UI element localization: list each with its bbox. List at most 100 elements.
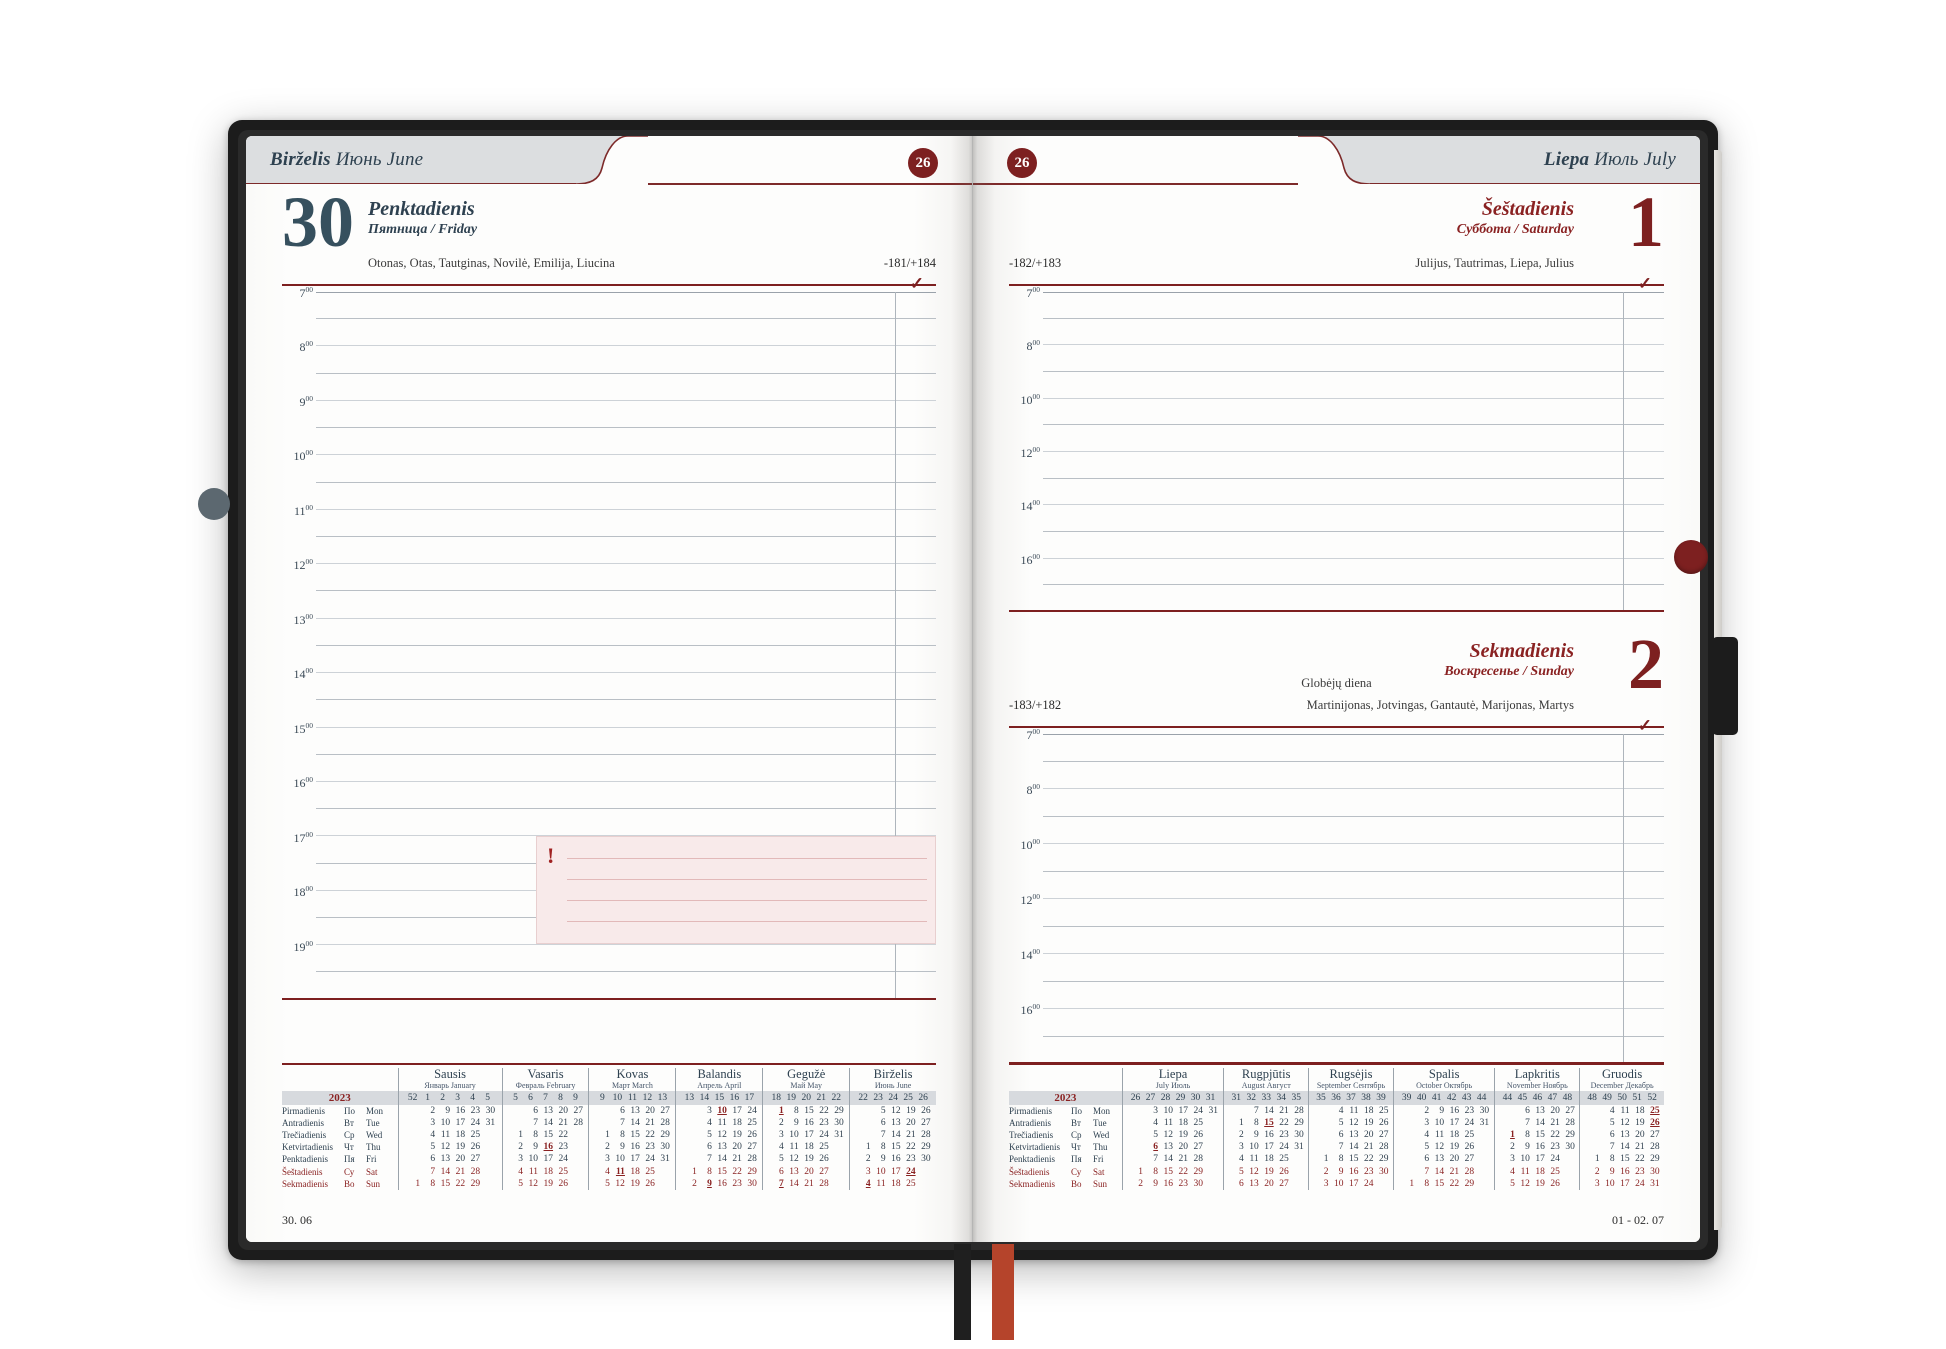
note-line[interactable] (567, 921, 927, 922)
minical-days-Rugpjūtis: 6 13 20 27 (1223, 1177, 1309, 1190)
sunday-schedule-rows[interactable]: ✓ (1043, 716, 1664, 1065)
hour-label-10: 1000 (1020, 837, 1041, 852)
schedule-line[interactable] (316, 510, 936, 538)
minical-weekday-label: Trečiadienis Ср Wed (282, 1129, 383, 1140)
left-page-footer: 30. 06 (282, 1213, 312, 1227)
schedule-line[interactable] (1043, 844, 1664, 872)
schedule-line[interactable] (316, 809, 936, 837)
saturday-check-icon: ✓ (1637, 274, 1652, 293)
left-day-name-lt: Penktadienis (368, 198, 475, 220)
minical-days-Rugsėjis: 4 11 18 25 (1308, 1104, 1394, 1117)
minical-days-Gruodis: 6 13 20 27 (1579, 1128, 1664, 1142)
schedule-line[interactable] (316, 945, 936, 973)
schedule-line[interactable] (1043, 505, 1664, 532)
closure-button[interactable] (1674, 540, 1708, 574)
schedule-line[interactable] (316, 646, 936, 674)
schedule-line[interactable] (1043, 817, 1664, 845)
schedule-line[interactable] (316, 591, 936, 619)
schedule-line[interactable] (316, 537, 936, 565)
schedule-line[interactable] (1043, 789, 1664, 817)
hour-label-10: 1000 (293, 448, 314, 464)
sunday-check-column[interactable]: ✓ (1624, 716, 1664, 1064)
minical-days-Birželis: 6 13 20 27 (849, 1116, 936, 1129)
schedule-line[interactable] (316, 972, 936, 1000)
minical-days-Gegužė: 3 10 17 24 31 (762, 1128, 850, 1142)
schedule-line[interactable] (1043, 345, 1664, 372)
schedule-line[interactable] (316, 374, 936, 402)
minical-weekday-label: Trečiadienis Ср Wed (1009, 1129, 1110, 1140)
schedule-line[interactable] (1043, 479, 1664, 506)
schedule-line[interactable] (1043, 372, 1664, 399)
minical-corner (282, 1068, 398, 1091)
minical-day-row: Pirmadienis По Mon 2 9 16 23 30 6 13 20 27 6 13 20 27 3 1… (282, 1104, 936, 1117)
saturday-schedule-rows[interactable]: ✓ (1043, 274, 1664, 612)
schedule-line[interactable] (316, 700, 936, 728)
minical-days-Balandis: 6 13 20 27 (675, 1141, 763, 1154)
minical-month-row: Sausis Январь January Vasaris Февраль Febru… (282, 1067, 936, 1091)
saturday-hour-column: 700 800 1000 1200 1400 1600 (1009, 285, 1043, 612)
left-check-column[interactable]: ✓ (896, 274, 936, 1000)
schedule-line[interactable] (1043, 954, 1664, 982)
left-tab-curve (576, 136, 648, 184)
schedule-line[interactable] (316, 428, 936, 456)
saturday-day-number: 1 (1628, 182, 1664, 262)
schedule-line[interactable] (1043, 425, 1664, 452)
schedule-line[interactable] (1043, 1009, 1664, 1037)
schedule-line[interactable] (1043, 559, 1664, 586)
minical-days-Lapkritis: 6 13 20 27 (1494, 1104, 1580, 1117)
saturday-schedule[interactable]: 700 800 1000 1200 1400 1600 ✓ (1009, 274, 1664, 612)
minical-days-Rugpjūtis: 3 10 17 24 31 (1223, 1141, 1309, 1154)
schedule-line[interactable] (316, 755, 936, 783)
minical-days-Spalis: 2 9 16 23 30 (1392, 1104, 1495, 1117)
sunday-check-icon: ✓ (1637, 716, 1652, 735)
schedule-line[interactable] (1043, 292, 1664, 319)
note-line[interactable] (567, 858, 927, 859)
schedule-line[interactable] (316, 918, 936, 946)
minical-days-Birželis: 3 10 17 24 (849, 1165, 936, 1178)
schedule-line[interactable] (316, 782, 936, 810)
right-tab-curve (1298, 136, 1370, 184)
saturday-check-column[interactable]: ✓ (1624, 274, 1664, 612)
minical-weeknums: 26 27 28 29 30 31 (1121, 1090, 1224, 1105)
schedule-line[interactable] (1043, 1037, 1664, 1065)
minical-days-Sausis: 5 12 19 26 (397, 1141, 503, 1154)
left-note-box[interactable]: ! (536, 836, 936, 944)
minical-year: 2023 (282, 1090, 399, 1105)
schedule-line[interactable] (316, 292, 936, 320)
schedule-line[interactable] (1043, 532, 1664, 559)
schedule-line[interactable] (316, 455, 936, 483)
hour-label-15: 1500 (293, 720, 314, 736)
schedule-line[interactable] (316, 346, 936, 374)
schedule-line[interactable] (316, 483, 936, 510)
schedule-line[interactable] (316, 728, 936, 755)
schedule-line[interactable] (1043, 734, 1664, 762)
minical-weeknums: 52 1 2 3 4 5 (397, 1090, 503, 1105)
note-line[interactable] (567, 879, 927, 880)
schedule-line[interactable] (1043, 899, 1664, 927)
left-check-icon: ✓ (909, 274, 924, 293)
minical-weekday-label: Ketvirtadienis Чт Thu (282, 1142, 381, 1153)
schedule-line[interactable] (1043, 982, 1664, 1010)
schedule-line[interactable] (1043, 399, 1664, 426)
schedule-line[interactable] (1043, 319, 1664, 346)
minical-weeknums: 22 23 24 25 26 (849, 1090, 936, 1105)
schedule-line[interactable] (1043, 927, 1664, 955)
schedule-line[interactable] (1043, 585, 1664, 612)
schedule-line[interactable] (1043, 452, 1664, 479)
minical-day-row: Antradienis Вт Tue 3 10 17 24 31 7 14 21 28 7 14 21 28 4… (282, 1116, 936, 1129)
left-day-rule (282, 284, 936, 286)
schedule-line[interactable] (316, 619, 936, 647)
left-header-rule (648, 183, 972, 185)
schedule-line[interactable] (316, 564, 936, 592)
minical-month-Vasaris: Vasaris Февраль February (501, 1067, 589, 1091)
schedule-line[interactable] (1043, 762, 1664, 790)
minical-days-Spalis: 1 8 15 22 29 (1392, 1177, 1495, 1190)
note-line[interactable] (567, 900, 927, 901)
schedule-line[interactable] (1043, 872, 1664, 900)
schedule-line[interactable] (316, 319, 936, 347)
right-header-rule (973, 183, 1298, 185)
schedule-line[interactable] (316, 401, 936, 429)
schedule-line[interactable] (316, 673, 936, 701)
minical-days-Gegužė: 1 8 15 22 29 (762, 1104, 850, 1117)
sunday-schedule[interactable]: 700 800 1000 1200 1400 1600 ✓ (1009, 716, 1664, 1065)
